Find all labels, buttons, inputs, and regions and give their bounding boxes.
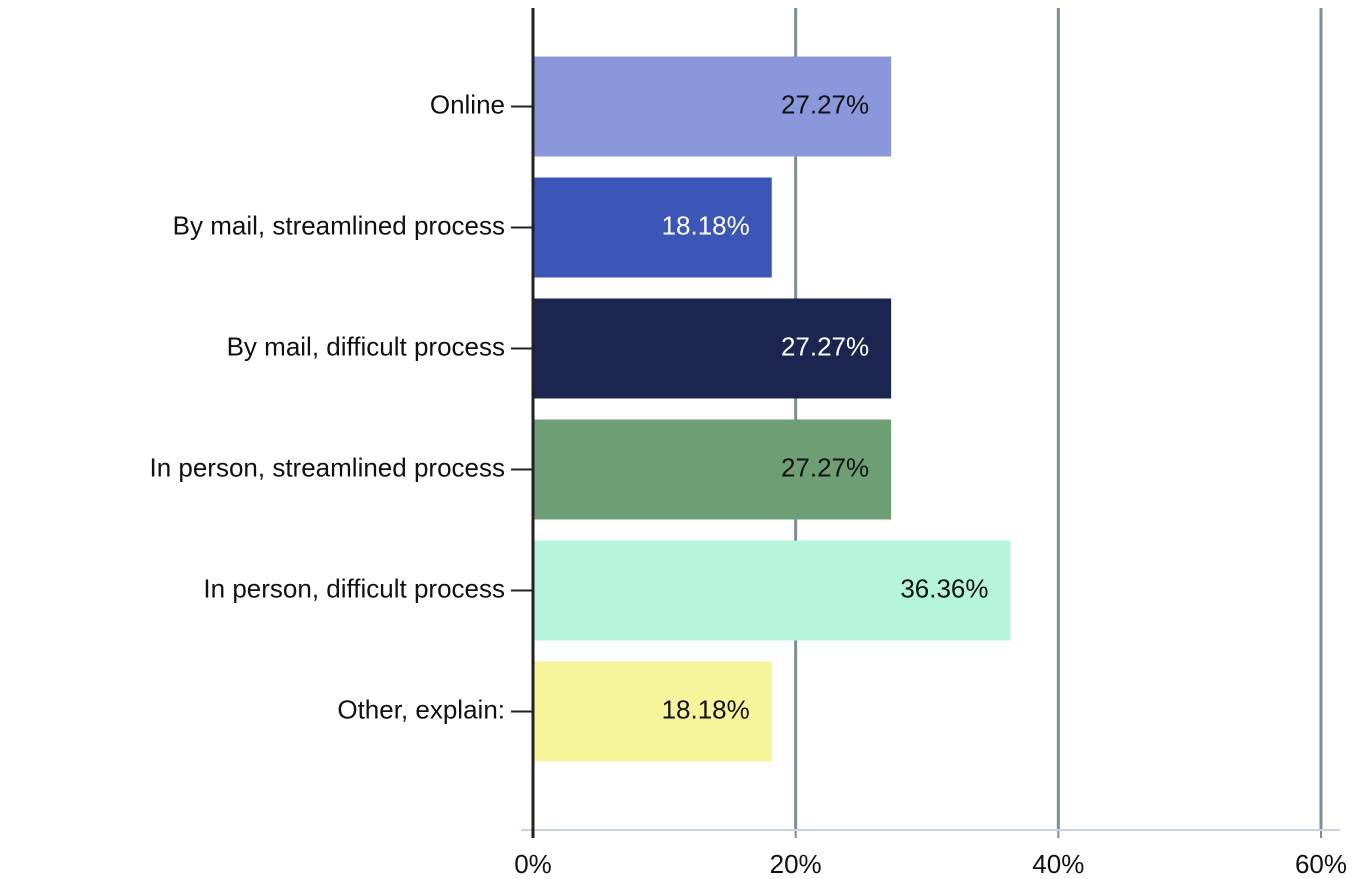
y-tick-label: Online xyxy=(430,89,505,119)
bar xyxy=(533,661,772,762)
x-tick-label: 20% xyxy=(770,849,822,879)
bar xyxy=(533,298,892,399)
x-tick-label: 40% xyxy=(1032,849,1084,879)
bar xyxy=(533,419,892,520)
bar xyxy=(533,177,772,278)
x-tick-label: 0% xyxy=(514,849,552,879)
x-tick-label: 60% xyxy=(1295,849,1347,879)
value-label: 18.18% xyxy=(662,694,750,724)
y-tick-label: By mail, streamlined process xyxy=(173,210,505,240)
value-label: 27.27% xyxy=(781,331,869,361)
value-label: 18.18% xyxy=(662,210,750,240)
y-tick-label: By mail, difficult process xyxy=(227,331,505,361)
value-label: 27.27% xyxy=(781,89,869,119)
bar xyxy=(533,56,892,157)
value-label: 36.36% xyxy=(900,573,988,603)
y-tick-label: Other, explain: xyxy=(337,694,505,724)
y-tick-label: In person, streamlined process xyxy=(149,452,505,482)
y-tick-label: In person, difficult process xyxy=(203,573,505,603)
value-label: 27.27% xyxy=(781,452,869,482)
bar xyxy=(533,540,1011,641)
